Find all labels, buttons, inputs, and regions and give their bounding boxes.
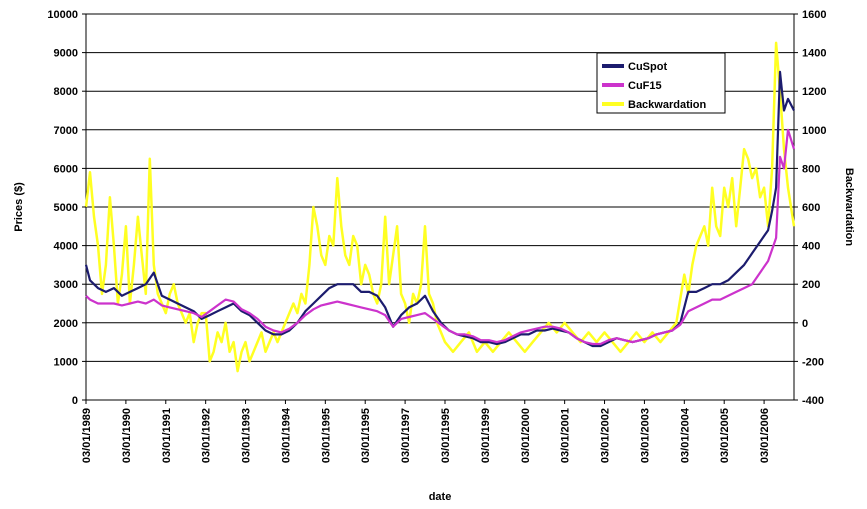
x-tick-label: 03/01/1991 xyxy=(161,408,173,463)
x-tick-label: 03/01/2003 xyxy=(639,408,651,463)
y-left-tick-label: 2000 xyxy=(54,318,78,330)
legend-label-backwardation: Backwardation xyxy=(628,99,707,111)
x-tick-label: 03/01/1999 xyxy=(480,408,492,463)
y-right-tick-label: 1200 xyxy=(802,86,826,98)
y-right-tick-label: 0 xyxy=(802,318,808,330)
x-tick-label: 03/01/1995 xyxy=(360,408,372,463)
y-right-tick-label: 800 xyxy=(802,163,820,175)
y-right-tick-label: 400 xyxy=(802,241,820,253)
x-tick-label: 03/01/2006 xyxy=(759,408,771,463)
x-tick-label: 03/01/1990 xyxy=(121,408,133,463)
y-left-tick-label: 4000 xyxy=(54,241,78,253)
x-tick-label: 03/01/2001 xyxy=(560,408,572,463)
y-right-tick-label: 1600 xyxy=(802,9,826,21)
x-tick-label: 03/01/2005 xyxy=(719,408,731,463)
x-tick-label: 03/01/2002 xyxy=(600,408,612,463)
x-tick-label: 03/01/1992 xyxy=(201,408,213,463)
y-left-tick-label: 8000 xyxy=(54,86,78,98)
y-left-tick-label: 10000 xyxy=(47,9,78,21)
y-left-tick-label: 6000 xyxy=(54,163,78,175)
legend: CuSpot CuF15 Backwardation xyxy=(596,52,726,114)
axes-layer: 0100020003000400050006000700080009000100… xyxy=(47,9,826,463)
x-tick-label: 03/01/1994 xyxy=(280,407,292,463)
y-left-tick-label: 1000 xyxy=(54,356,78,368)
x-tick-label: 03/01/1995 xyxy=(440,408,452,463)
series-line-backwardation xyxy=(84,41,796,373)
x-tick-label: 03/01/1997 xyxy=(400,408,412,463)
y-right-tick-label: -200 xyxy=(802,356,824,368)
y-right-tick-label: 600 xyxy=(802,202,820,214)
y-right-tick-label: 1400 xyxy=(802,48,826,60)
x-axis-title: date xyxy=(429,491,452,503)
y-left-tick-label: 0 xyxy=(72,395,78,407)
y-left-tick-label: 9000 xyxy=(54,48,78,60)
y-left-tick-label: 5000 xyxy=(54,202,78,214)
y-right-tick-label: -400 xyxy=(802,395,824,407)
y-left-tick-label: 3000 xyxy=(54,279,78,291)
x-tick-label: 03/01/2004 xyxy=(679,407,691,463)
y-axis-right-title: Backwardation xyxy=(843,168,855,247)
legend-label-cuf15: CuF15 xyxy=(628,80,662,92)
y-right-tick-label: 1000 xyxy=(802,125,826,137)
y-axis-left-title: Prices ($) xyxy=(13,182,25,232)
y-left-tick-label: 7000 xyxy=(54,125,78,137)
x-tick-label: 03/01/1989 xyxy=(81,408,93,463)
series-layer xyxy=(84,41,796,373)
x-tick-label: 03/01/1995 xyxy=(320,408,332,463)
y-right-tick-label: 200 xyxy=(802,279,820,291)
x-tick-label: 03/01/2000 xyxy=(520,408,532,463)
series-line-cuf15 xyxy=(85,128,796,346)
legend-label-cuspot: CuSpot xyxy=(628,61,667,73)
x-tick-label: 03/01/1993 xyxy=(241,408,253,463)
